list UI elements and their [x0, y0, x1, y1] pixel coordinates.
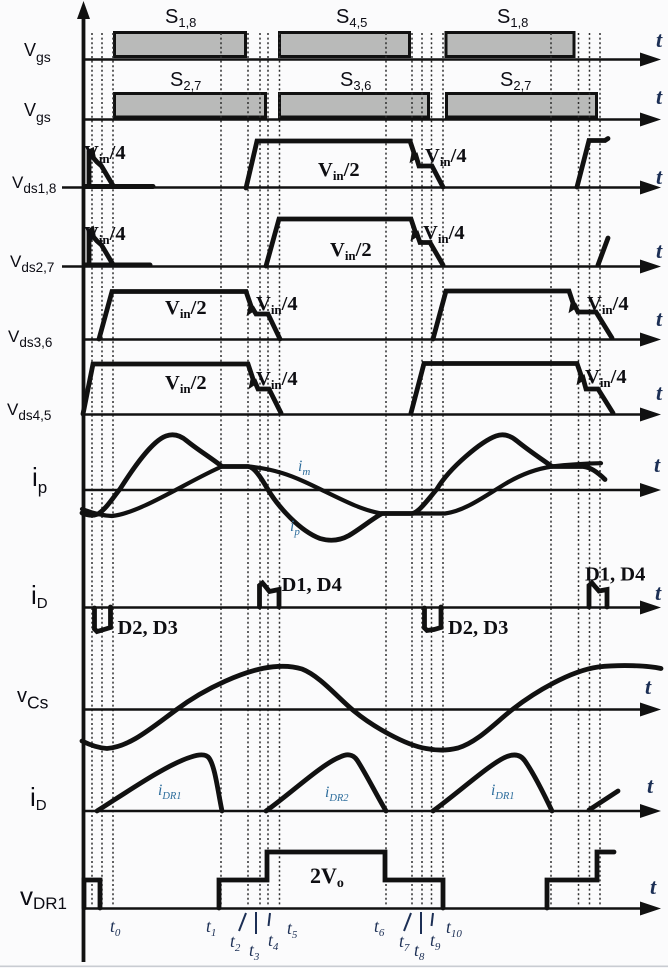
svg-text:t: t — [655, 580, 662, 605]
svg-text:ip: ip — [290, 518, 300, 538]
svg-text:t1: t1 — [206, 916, 216, 939]
svg-text:t0: t0 — [110, 916, 121, 939]
svg-text:t6: t6 — [374, 916, 385, 939]
svg-text:t: t — [654, 452, 661, 477]
svg-text:t: t — [656, 238, 663, 263]
svg-text:t: t — [645, 674, 652, 699]
svg-text:t: t — [656, 164, 663, 189]
svg-text:t8: t8 — [414, 940, 425, 963]
svg-text:t2: t2 — [230, 931, 241, 954]
svg-text:D2, D3: D2, D3 — [448, 617, 508, 639]
svg-text:t: t — [650, 874, 657, 899]
svg-text:D2, D3: D2, D3 — [118, 617, 178, 639]
svg-text:D1, D4: D1, D4 — [585, 564, 645, 586]
svg-text:D1, D4: D1, D4 — [282, 574, 342, 596]
svg-text:t9: t9 — [430, 930, 441, 953]
svg-text:t: t — [647, 773, 654, 798]
svg-text:t4: t4 — [268, 930, 279, 953]
svg-text:t: t — [656, 306, 663, 331]
svg-text:t: t — [656, 27, 663, 52]
svg-text:Vin/4: Vin/4 — [256, 293, 298, 317]
svg-text:t7: t7 — [399, 931, 410, 954]
svg-text:t3: t3 — [249, 940, 260, 963]
svg-text:t: t — [656, 84, 663, 109]
svg-text:t5: t5 — [287, 918, 298, 941]
svg-text:t: t — [656, 380, 663, 405]
